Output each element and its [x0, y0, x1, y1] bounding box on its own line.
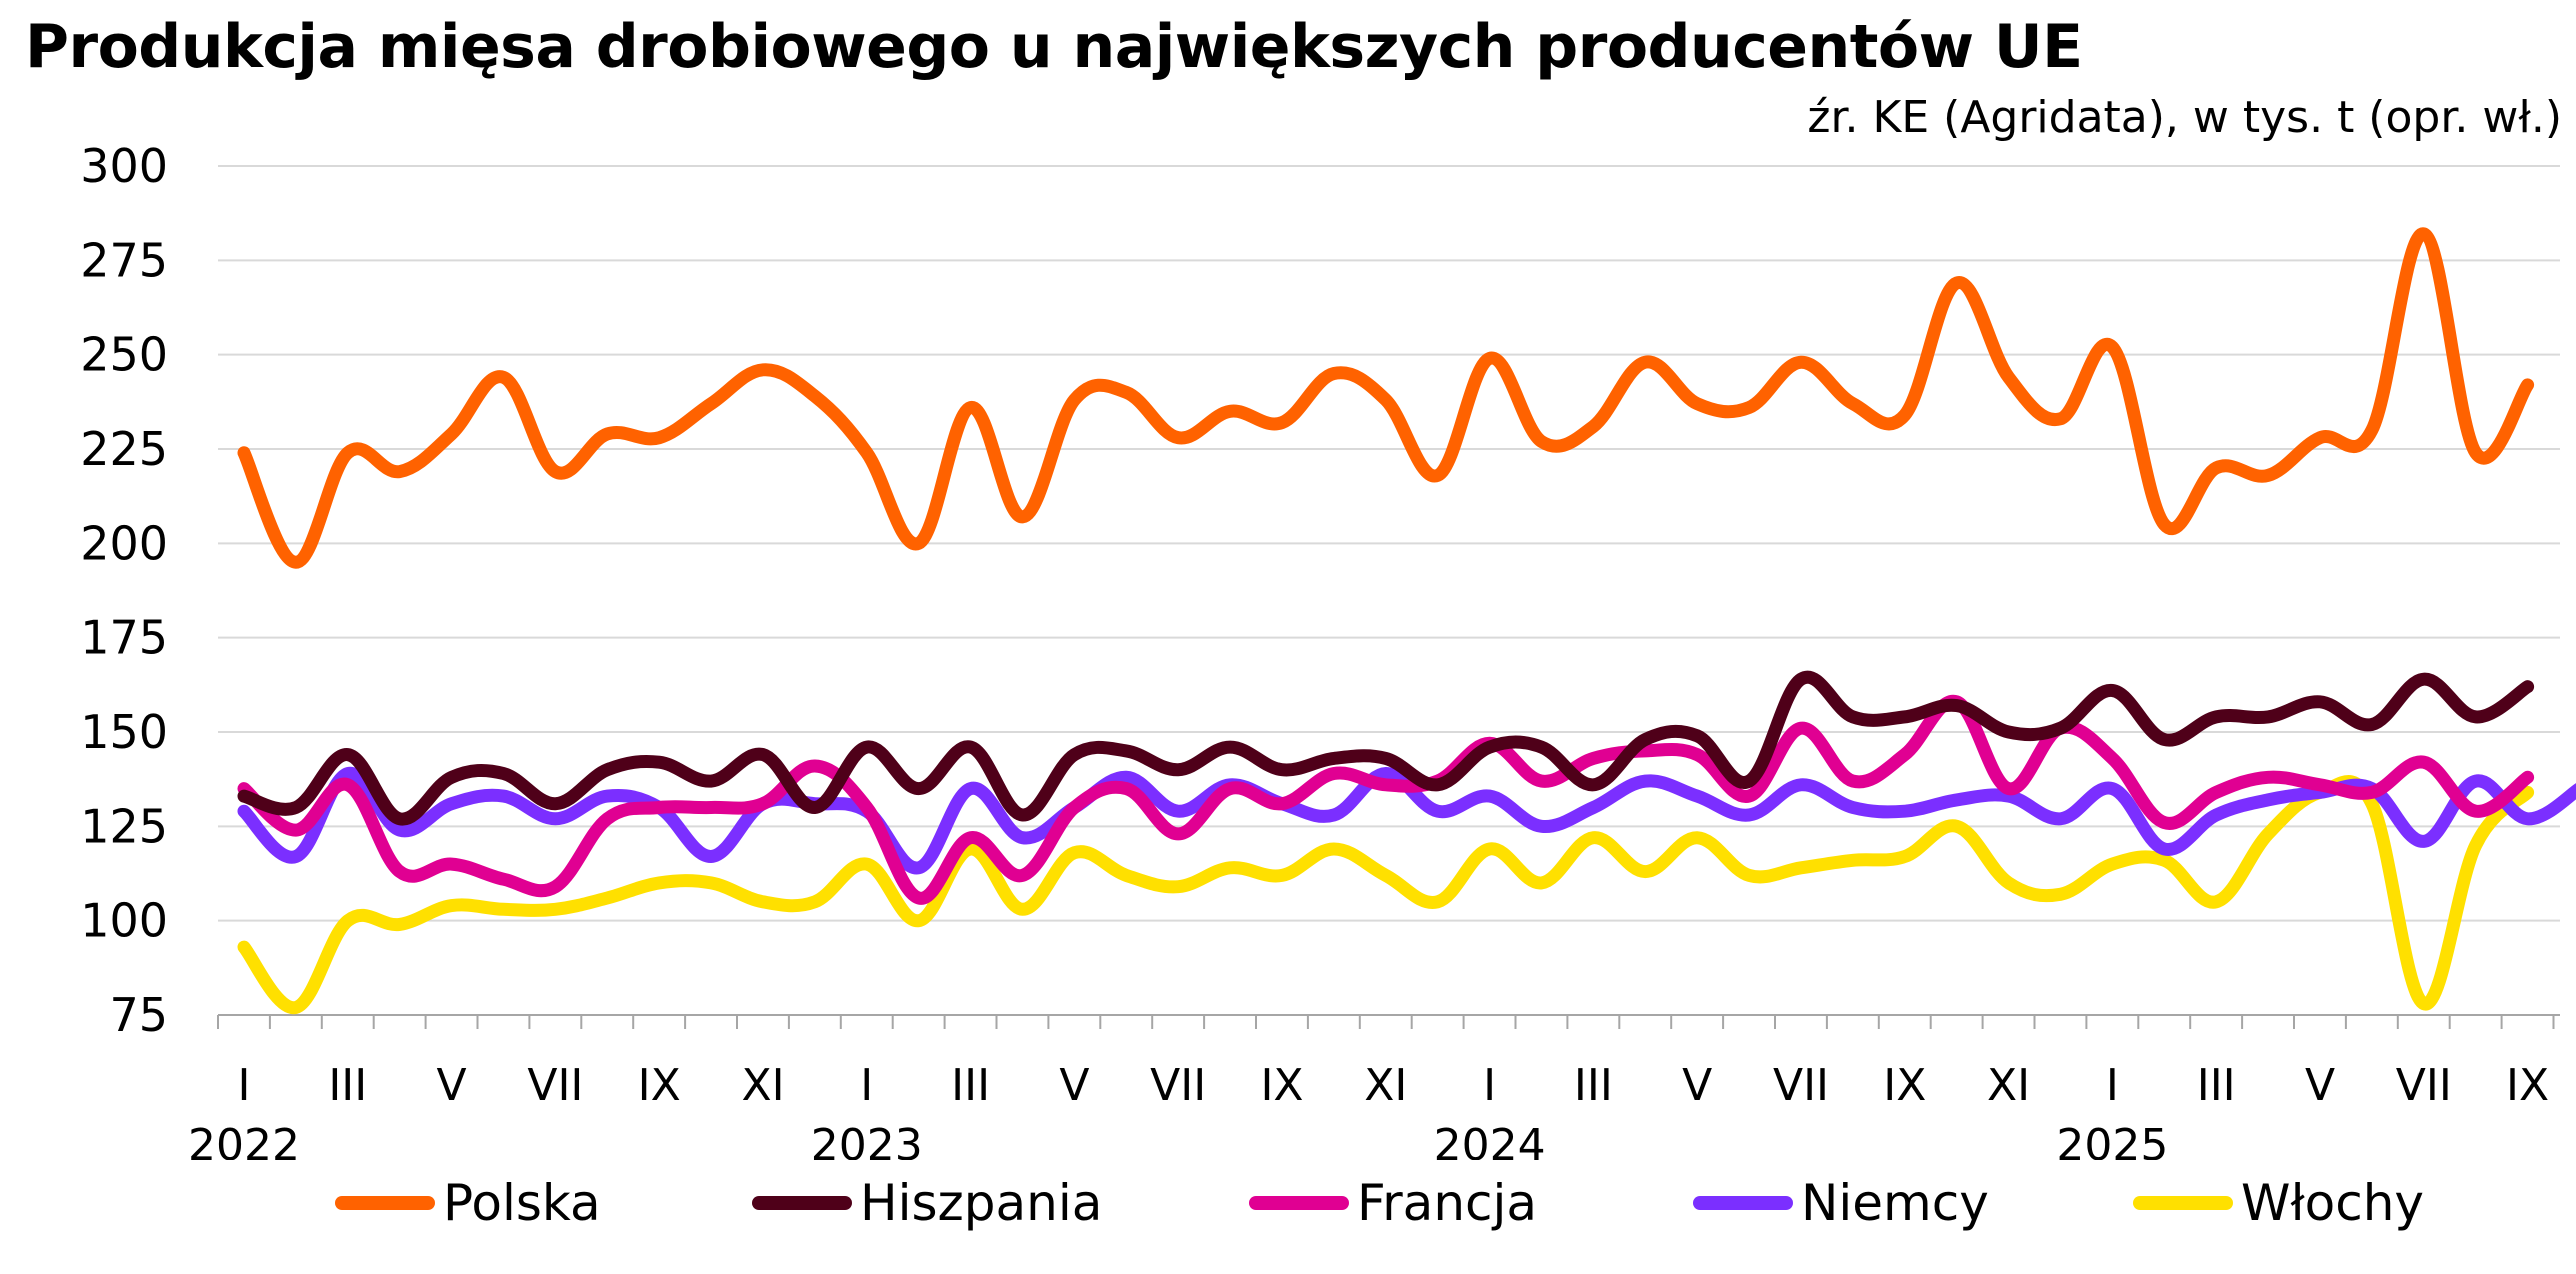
legend-swatch-wlochy: [2133, 1196, 2233, 1210]
legend-item-francja: Francja: [1249, 1168, 1537, 1238]
y-tick-label: 300: [80, 139, 168, 193]
legend-label: Polska: [443, 1174, 601, 1232]
legend: Polska Hiszpania Francja Niemcy Włochy: [0, 1168, 2576, 1238]
legend-label: Włochy: [2241, 1174, 2425, 1232]
x-year-label: 2023: [811, 1120, 923, 1160]
legend-item-hiszpania: Hiszpania: [752, 1168, 1102, 1238]
series-line-polska: [237, 227, 2535, 569]
y-tick-label: 225: [80, 422, 168, 476]
x-tick-label: XI: [1987, 1060, 2030, 1111]
series-line-wochy: [237, 775, 2535, 1015]
legend-swatch-polska: [335, 1196, 435, 1210]
x-year-label: 2022: [188, 1120, 300, 1160]
x-tick-label: IX: [638, 1060, 681, 1111]
y-tick-label: 275: [80, 233, 168, 287]
legend-item-niemcy: Niemcy: [1693, 1168, 1989, 1238]
x-tick-label: VII: [1150, 1060, 1206, 1111]
legend-label: Hiszpania: [860, 1174, 1103, 1232]
legend-item-wlochy: Włochy: [2133, 1168, 2424, 1238]
series-line-niemcy: [237, 766, 2576, 875]
legend-swatch-niemcy: [1693, 1196, 1793, 1210]
series-line-francja: [237, 694, 2535, 905]
x-tick-label: I: [860, 1060, 873, 1111]
x-tick-label: IX: [2506, 1060, 2549, 1111]
x-tick-label: III: [328, 1060, 367, 1111]
x-tick-label: VII: [527, 1060, 583, 1111]
series-lines: [237, 227, 2576, 1015]
legend-label: Niemcy: [1801, 1174, 1989, 1232]
y-axis: 300 275 250 225 200 175 150 125 100 75: [80, 139, 168, 1042]
series-line-hiszpania: [237, 670, 2535, 826]
x-tick-label: VII: [2396, 1060, 2452, 1111]
x-tick-label: IX: [1883, 1060, 1926, 1111]
x-tick-label: V: [437, 1060, 467, 1111]
chart-source-note: źr. KE (Agridata), w tys. t (opr. wł.): [1807, 92, 2562, 143]
legend-label: Francja: [1357, 1174, 1538, 1232]
x-year-label: 2024: [1434, 1120, 1546, 1160]
x-year-label: 2025: [2056, 1120, 2168, 1160]
x-tick-label: V: [2305, 1060, 2335, 1111]
x-tick-label: V: [1682, 1060, 1712, 1111]
x-axis: I III V VII IX XI I III V VII IX XI I III V VII IX XI I III…: [188, 1014, 2560, 1160]
x-tick-label: VII: [1773, 1060, 1829, 1111]
x-tick-label: V: [1059, 1060, 1089, 1111]
y-tick-label: 125: [80, 799, 168, 853]
y-tick-label: 75: [109, 988, 168, 1042]
x-tick-label: I: [238, 1060, 251, 1111]
y-tick-label: 200: [80, 516, 168, 570]
x-tick-label: III: [2197, 1060, 2236, 1111]
x-tick-label: III: [1574, 1060, 1613, 1111]
x-tick-label: III: [951, 1060, 990, 1111]
legend-swatch-hiszpania: [752, 1196, 852, 1210]
x-tick-label: I: [1483, 1060, 1496, 1111]
y-tick-label: 250: [80, 328, 168, 382]
y-tick-label: 100: [80, 894, 168, 948]
grid-lines: [218, 165, 2560, 922]
legend-item-polska: Polska: [335, 1168, 601, 1238]
x-tick-label: XI: [741, 1060, 784, 1111]
legend-swatch-francja: [1249, 1196, 1349, 1210]
x-tick-label: XI: [1364, 1060, 1407, 1111]
x-tick-label: I: [2106, 1060, 2119, 1111]
y-tick-label: 175: [80, 611, 168, 665]
x-tick-label: IX: [1260, 1060, 1303, 1111]
chart-title: Produkcja mięsa drobiowego u największyc…: [25, 12, 2083, 82]
y-tick-label: 150: [80, 705, 168, 759]
